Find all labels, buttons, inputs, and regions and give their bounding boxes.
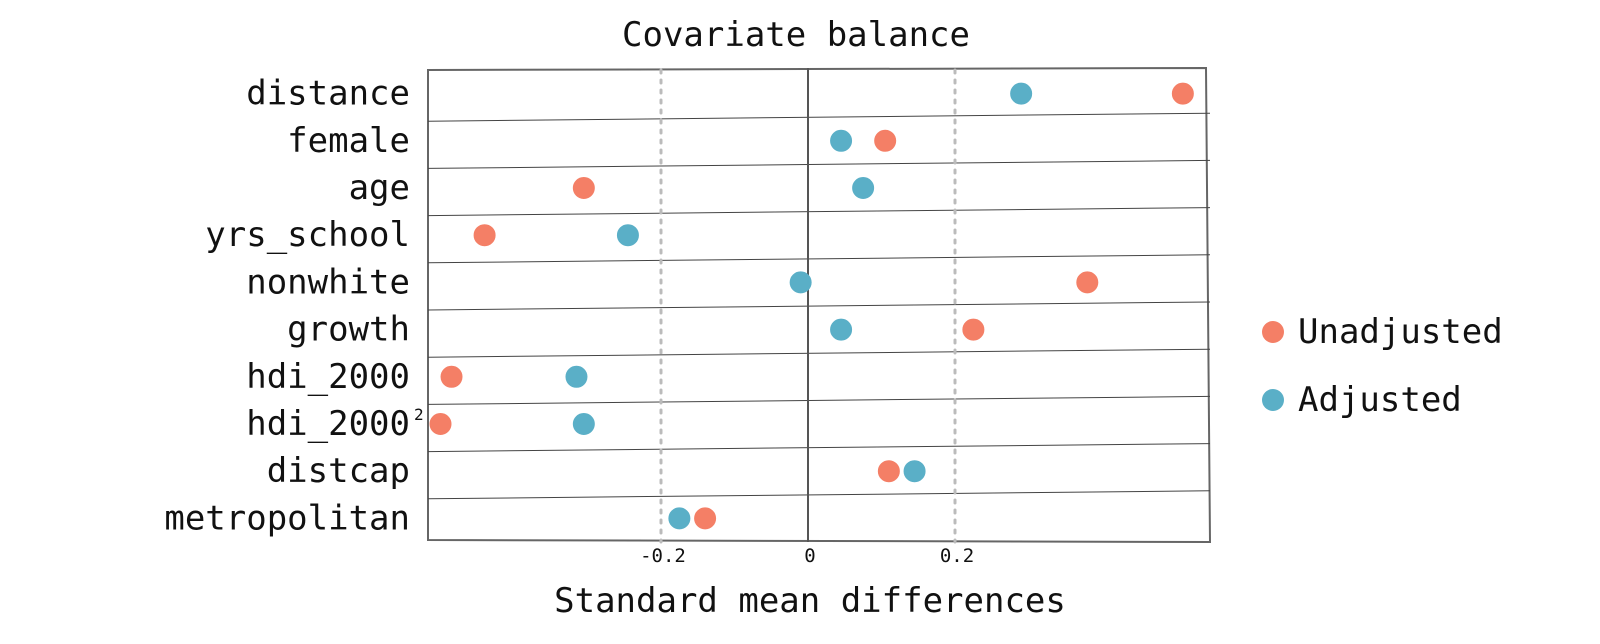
data-point-adjusted (830, 318, 853, 341)
data-point-adjusted (616, 224, 639, 247)
data-points (429, 82, 1194, 530)
row-divider (427, 207, 1211, 217)
data-point-adjusted (572, 413, 595, 435)
row-divider (427, 395, 1211, 405)
category-label: hdi_2000 (246, 404, 410, 444)
data-point-adjusted (903, 460, 926, 483)
chart-title: Covariate balance (622, 15, 970, 55)
data-point-unadjusted (877, 460, 900, 483)
row-divider (427, 254, 1211, 264)
row-divider (427, 443, 1211, 453)
category-label: metropolitan (164, 498, 410, 538)
row-divider (427, 159, 1211, 169)
data-point-unadjusted (473, 224, 496, 247)
legend: Unadjusted Adjusted (1262, 312, 1503, 420)
data-point-adjusted (789, 271, 812, 294)
category-label: distance (246, 74, 410, 114)
data-point-adjusted (852, 177, 875, 199)
legend-label-adjusted: Adjusted (1298, 380, 1462, 420)
data-point-adjusted (565, 365, 588, 388)
data-point-unadjusted (874, 129, 897, 152)
data-point-adjusted (830, 129, 853, 152)
category-label: nonwhite (246, 262, 410, 302)
row-divider (427, 348, 1211, 358)
category-label: distcap (267, 451, 410, 491)
category-label: growth (287, 310, 410, 350)
plot-frame (427, 66, 1212, 544)
category-label-superscript: 2 (414, 405, 424, 424)
legend-marker-adjusted (1262, 389, 1284, 411)
row-divider (427, 112, 1211, 122)
data-point-unadjusted (1076, 271, 1099, 294)
data-point-unadjusted (572, 177, 595, 199)
data-point-unadjusted (429, 413, 452, 435)
row-divider (427, 490, 1211, 500)
x-tick-label: 0 (804, 545, 815, 567)
legend-marker-unadjusted (1262, 321, 1284, 343)
category-label: hdi_2000 (246, 357, 410, 397)
x-axis-ticks: -0.2 0 0.2 (640, 545, 974, 567)
data-point-adjusted (1010, 82, 1033, 105)
x-tick-label: -0.2 (640, 545, 686, 567)
category-label: female (287, 121, 410, 161)
category-label: yrs_school (205, 215, 410, 255)
row-divider (427, 301, 1211, 311)
reference-lines (659, 68, 957, 544)
data-point-unadjusted (440, 365, 463, 388)
data-point-unadjusted (1171, 82, 1194, 105)
plot-border (427, 66, 1212, 544)
x-tick-label: 0.2 (940, 545, 974, 567)
x-axis-label: Standard mean differences (554, 581, 1066, 621)
category-label: age (349, 168, 410, 208)
data-point-adjusted (668, 507, 691, 530)
category-labels: distance female age yrs_school nonwhite growt… (164, 74, 423, 539)
data-point-unadjusted (694, 507, 717, 530)
data-point-unadjusted (962, 318, 985, 341)
legend-label-unadjusted: Unadjusted (1298, 312, 1503, 352)
